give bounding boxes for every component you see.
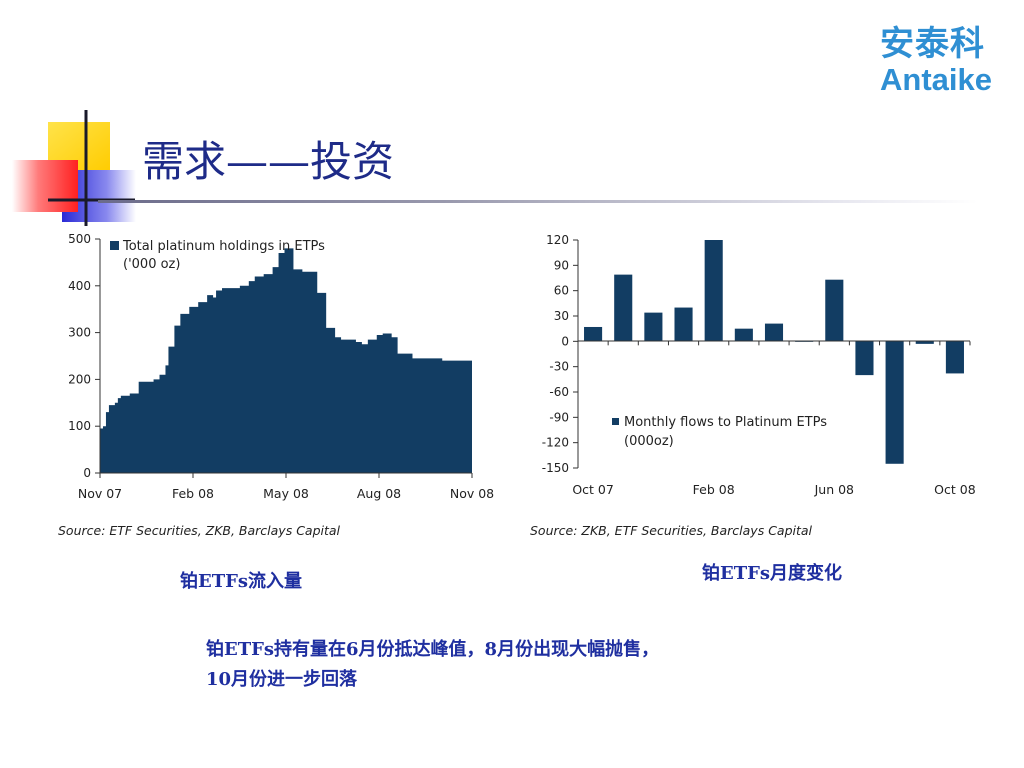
- chart1-source: Source: ETF Securities, ZKB, Barclays Ca…: [58, 523, 341, 538]
- page-title: 需求——投资: [142, 137, 395, 186]
- chart1-caption: 铂ETFs流入量: [180, 571, 303, 592]
- bar-may-08: [795, 341, 814, 342]
- x-tick-label: Jun 08: [814, 482, 854, 497]
- y-axis-ticks: 120 90 60 30 0 -30 -60 -90 -120 -150: [542, 233, 578, 475]
- monthly-flows-bar-chart: 120 90 60 30 0 -30 -60 -90 -120 -150 Oct 07 Feb 08…: [542, 233, 976, 497]
- legend-swatch: [110, 241, 119, 250]
- bar-dec-07: [644, 312, 663, 342]
- y-axis-ticks: 0 100 200 300 400 500: [68, 232, 100, 480]
- y-tick-label: 0: [83, 466, 91, 480]
- legend-unit: ('000 oz): [123, 257, 180, 272]
- summary-line-2: 10月份进一步回落: [206, 669, 358, 690]
- x-tick-label: May 08: [263, 486, 309, 501]
- bar-apr-08: [764, 323, 784, 342]
- x-axis-ticks: Oct 07 Feb 08 Jun 08 Oct 08: [572, 482, 975, 497]
- x-axis-ticks: Nov 07 Feb 08 May 08 Aug 08 Nov 08: [78, 473, 494, 501]
- y-tick-label: 60: [554, 284, 569, 298]
- bar-sep-08: [915, 341, 934, 344]
- bar-jan-08: [674, 307, 693, 342]
- legend-label: Total platinum holdings in ETPs: [122, 239, 325, 254]
- legend-label: Monthly flows to Platinum ETPs: [624, 415, 827, 430]
- bar-jul-08: [855, 341, 874, 376]
- bar-oct-07: [584, 326, 603, 342]
- y-tick-label: 120: [546, 233, 569, 247]
- y-tick-label: -120: [542, 436, 569, 450]
- summary-note: 铂ETFs持有量在6月份抵达峰值，8月份出现大幅抛售， 10月份进一步回落: [206, 635, 659, 695]
- chart2-caption: 铂ETFs月度变化: [702, 563, 843, 584]
- holdings-area: [100, 248, 472, 473]
- y-tick-label: 30: [554, 309, 569, 323]
- title-underline: [98, 200, 978, 203]
- chart2-source: Source: ZKB, ETF Securities, Barclays Ca…: [530, 523, 813, 538]
- bar-nov-07: [614, 274, 633, 342]
- x-tick-label: Nov 08: [450, 486, 494, 501]
- bar-feb-08: [704, 240, 723, 342]
- y-tick-label: 500: [68, 232, 91, 246]
- bars: [584, 240, 971, 464]
- y-tick-label: -60: [549, 385, 569, 399]
- y-tick-label: 400: [68, 279, 91, 293]
- y-tick-label: 200: [68, 372, 91, 386]
- bar-mar-08: [734, 328, 753, 342]
- y-tick-label: 0: [561, 334, 569, 348]
- x-tick-label: Feb 08: [693, 482, 735, 497]
- title-decoration: [12, 110, 136, 226]
- legend-unit: (000oz): [624, 434, 674, 449]
- legend-swatch: [612, 418, 619, 425]
- x-tick-label: Oct 07: [572, 482, 614, 497]
- y-tick-label: -90: [549, 410, 569, 424]
- logo-english: Antaike: [880, 62, 992, 97]
- summary-line-1: 铂ETFs持有量在6月份抵达峰值，8月份出现大幅抛售，: [206, 639, 660, 660]
- y-tick-label: 90: [554, 258, 569, 272]
- bar-oct-08: [945, 341, 964, 374]
- y-tick-label: -150: [542, 461, 569, 475]
- red-block: [12, 160, 78, 212]
- y-tick-label: 100: [68, 419, 91, 433]
- bar-aug-08: [885, 341, 904, 464]
- x-tick-label: Nov 07: [78, 486, 122, 501]
- y-tick-label: -30: [549, 360, 569, 374]
- x-tick-label: Feb 08: [172, 486, 214, 501]
- y-tick-label: 300: [68, 326, 91, 340]
- x-tick-label: Oct 08: [934, 482, 976, 497]
- holdings-area-chart: 0 100 200 300 400 500 Nov 07 Feb 08 May 08 Aug 0…: [68, 232, 494, 501]
- x-tick-label: Aug 08: [357, 486, 401, 501]
- logo-chinese: 安泰科: [880, 24, 985, 64]
- bar-jun-08: [825, 279, 844, 342]
